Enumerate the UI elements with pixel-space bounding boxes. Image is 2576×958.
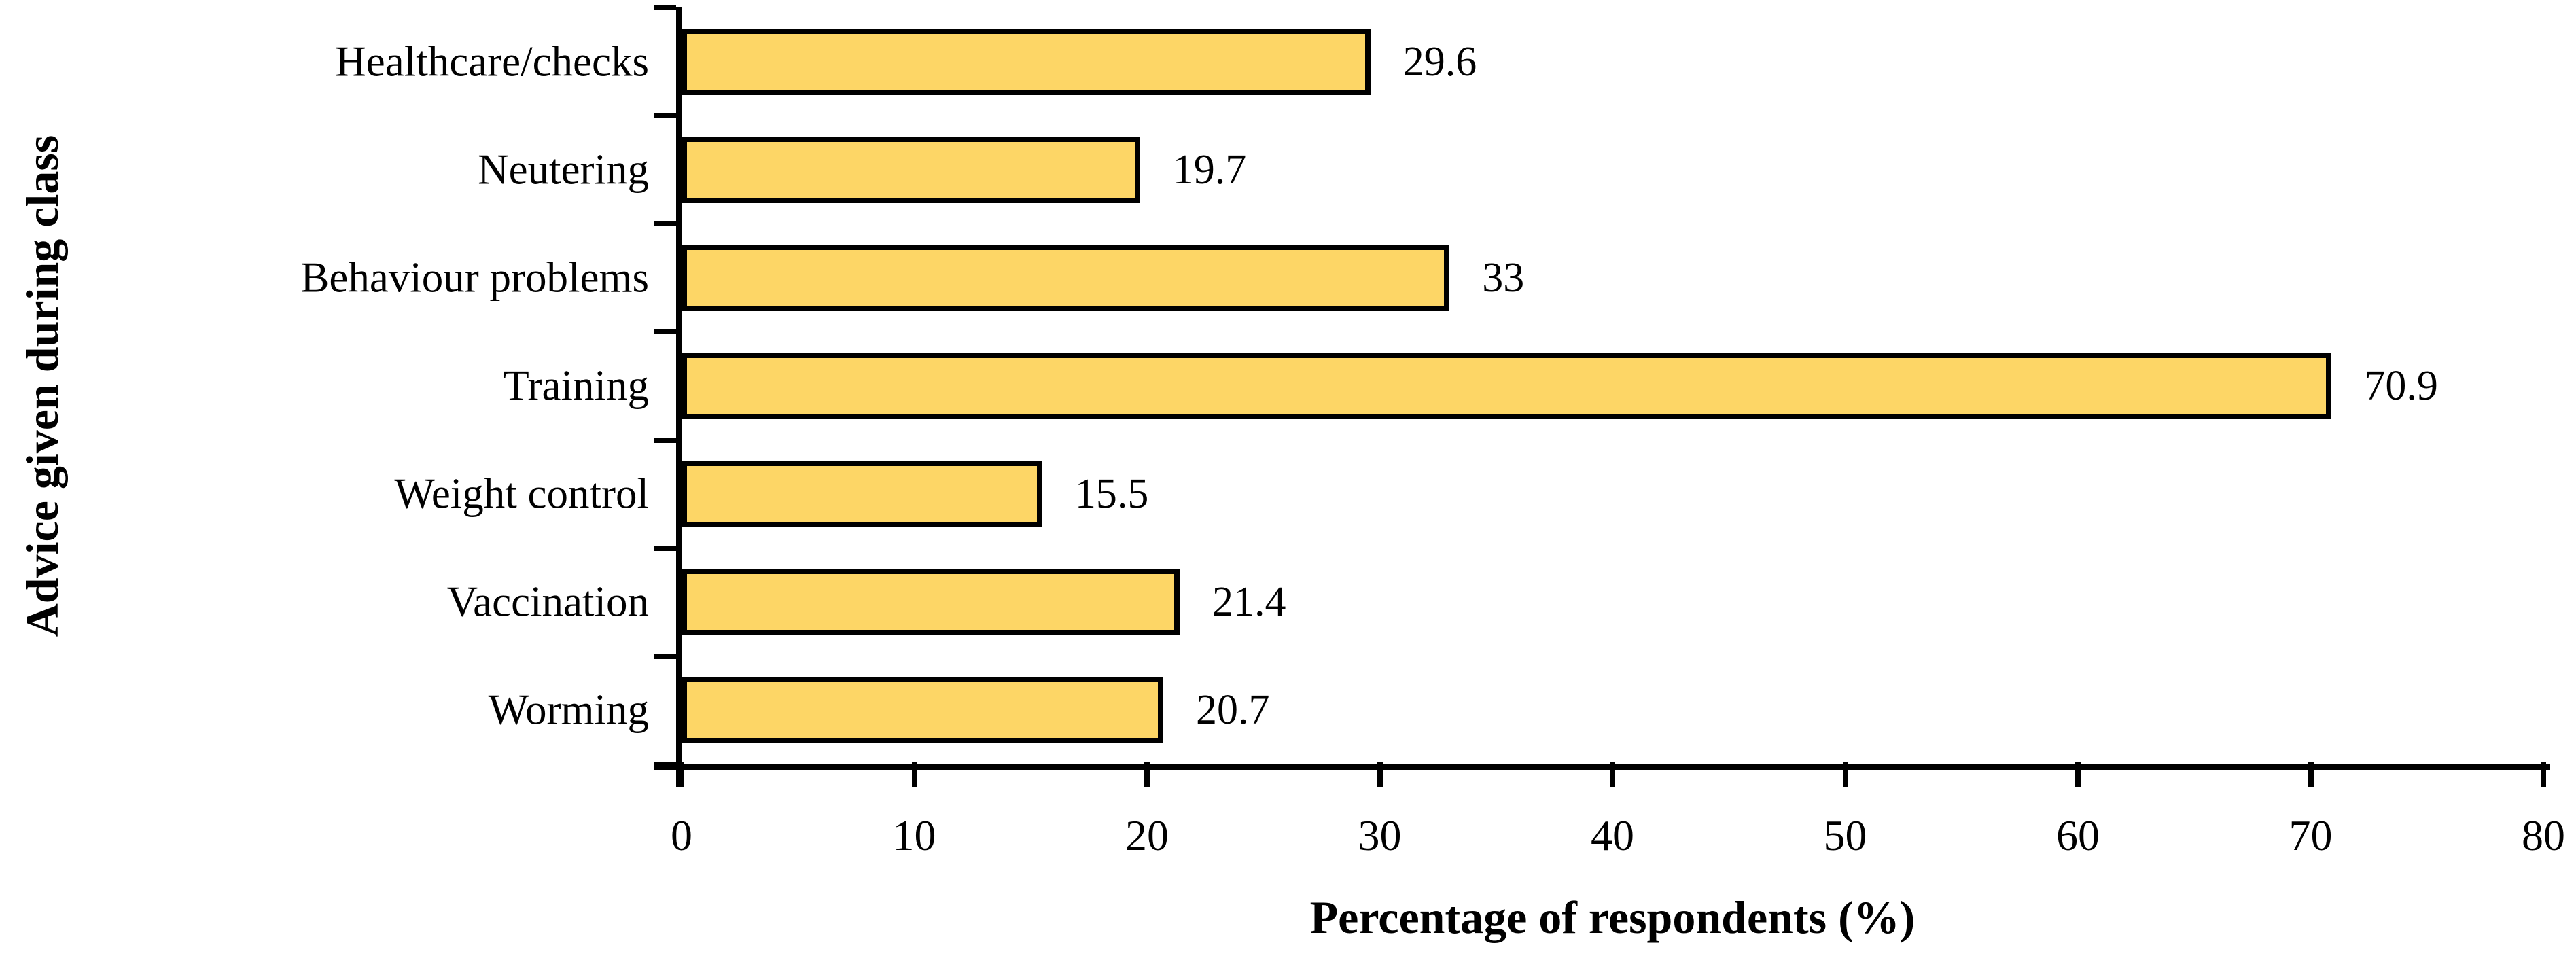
x-axis-tick	[2308, 762, 2314, 787]
x-axis-tick-label: 70	[2289, 811, 2333, 859]
value-label: 15.5	[1074, 471, 1149, 518]
value-label: 33	[1482, 254, 1525, 301]
bar	[682, 244, 1450, 311]
x-axis-tick-label: 60	[2056, 811, 2100, 859]
bar-row: Training 70.9	[503, 332, 2543, 440]
plot-area: Healthcare/checks 29.6 Neutering 19.7 Behavi…	[300, 5, 2543, 767]
x-axis-tick-label: 0	[671, 811, 692, 859]
y-axis-tick	[654, 653, 676, 659]
y-axis-tick	[654, 437, 676, 443]
y-axis-tick	[654, 113, 676, 119]
x-axis-tick-label: 50	[1823, 811, 1867, 859]
x-axis-line	[654, 764, 2550, 770]
category-label: Worming	[488, 686, 649, 734]
y-axis-tick	[654, 762, 676, 767]
x-axis-tick	[1144, 762, 1150, 787]
category-label: Weight control	[394, 469, 649, 518]
value-label: 70.9	[2364, 362, 2438, 409]
y-axis-tick	[654, 221, 676, 227]
x-axis-tick	[679, 762, 684, 787]
value-label: 29.6	[1402, 38, 1477, 85]
x-axis-title: Percentage of respondents (%)	[1309, 891, 1916, 943]
bars-container: Healthcare/checks 29.6 Neutering 19.7 Behavi…	[300, 7, 2543, 764]
bar-row: Vaccination 21.4	[447, 548, 2543, 656]
x-axis-tick-label: 10	[892, 811, 936, 859]
value-label: 20.7	[1195, 687, 1270, 734]
y-axis-tick	[654, 329, 676, 335]
y-axis-title: Advice given during class	[16, 135, 68, 637]
bar-row: Healthcare/checks 29.6	[335, 7, 2543, 116]
y-axis-tick	[654, 5, 676, 10]
category-label: Training	[503, 361, 649, 410]
y-axis-tick	[654, 545, 676, 551]
bar-row: Weight control 15.5	[394, 440, 2543, 548]
bar	[682, 352, 2332, 419]
x-axis-tick-label: 20	[1125, 811, 1169, 859]
category-label: Vaccination	[446, 578, 649, 626]
x-axis-tick	[1377, 762, 1383, 787]
x-axis-tick-label: 30	[1358, 811, 1402, 859]
x-axis-tick	[911, 762, 917, 787]
value-label: 19.7	[1172, 146, 1247, 193]
x-axis-tick	[2541, 762, 2546, 787]
category-label: Neutering	[478, 145, 649, 194]
bar-row: Behaviour problems 33	[300, 224, 2543, 332]
x-axis-tick-label: 80	[2522, 811, 2565, 859]
bar-row: Worming 20.7	[489, 656, 2543, 764]
x-axis-tick	[2075, 762, 2081, 787]
value-label: 21.4	[1212, 579, 1286, 626]
bar	[682, 28, 1371, 95]
x-axis-tick	[1842, 762, 1848, 787]
category-label: Behaviour problems	[300, 253, 649, 302]
y-axis-line	[676, 7, 682, 787]
bar	[682, 136, 1140, 203]
bar	[682, 677, 1163, 744]
bar	[682, 461, 1042, 528]
bar	[682, 569, 1180, 636]
category-label: Healthcare/checks	[335, 37, 649, 86]
x-axis-tick-label: 40	[1591, 811, 1634, 859]
bar-row: Neutering 19.7	[478, 116, 2543, 224]
x-axis-tick	[1610, 762, 1615, 787]
